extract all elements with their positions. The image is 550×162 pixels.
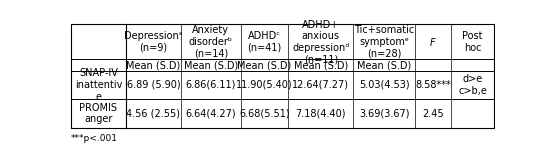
Text: 2.45: 2.45 — [422, 109, 444, 119]
Text: 12.64(7.27): 12.64(7.27) — [292, 80, 349, 90]
Text: SNAP-IV
inattentiv
e: SNAP-IV inattentiv e — [75, 68, 122, 102]
Text: 6.89 (5.90): 6.89 (5.90) — [126, 80, 180, 90]
Text: Mean (S.D): Mean (S.D) — [238, 60, 292, 70]
Text: Mean (S.D): Mean (S.D) — [357, 60, 411, 70]
Text: ADHDᶜ
(n=41): ADHDᶜ (n=41) — [248, 31, 282, 53]
Text: 7.18(4.40): 7.18(4.40) — [295, 109, 346, 119]
Text: d>e
c>b,e: d>e c>b,e — [458, 74, 487, 96]
Text: 6.64(4.27): 6.64(4.27) — [185, 109, 236, 119]
Text: ADHD+
anxious
depressionᵈ
(n=11): ADHD+ anxious depressionᵈ (n=11) — [292, 20, 349, 64]
Text: Mean (S.D): Mean (S.D) — [184, 60, 238, 70]
Text: ***p<.001: ***p<.001 — [71, 134, 118, 143]
Text: 5.03(4.53): 5.03(4.53) — [359, 80, 409, 90]
Text: 11.90(5.40): 11.90(5.40) — [236, 80, 293, 90]
Text: Mean (S.D): Mean (S.D) — [126, 60, 180, 70]
Text: Tic+somatic
symptomᵉ
(n=28): Tic+somatic symptomᵉ (n=28) — [354, 25, 414, 58]
Text: 6.86(6.11): 6.86(6.11) — [185, 80, 236, 90]
Text: Post
hoc: Post hoc — [463, 31, 483, 53]
Text: Anxiety
disorderᵇ
(n=14): Anxiety disorderᵇ (n=14) — [189, 25, 233, 58]
Text: 3.69(3.67): 3.69(3.67) — [359, 109, 409, 119]
Text: Mean (S.D): Mean (S.D) — [294, 60, 348, 70]
Text: 4.56 (2.55): 4.56 (2.55) — [126, 109, 180, 119]
Text: PROMIS
anger: PROMIS anger — [79, 103, 117, 124]
Text: 8.58***: 8.58*** — [415, 80, 451, 90]
Bar — [71, 24, 494, 128]
Text: $\it{F}$: $\it{F}$ — [430, 36, 437, 48]
Text: 6.68(5.51): 6.68(5.51) — [239, 109, 290, 119]
Text: Depressionᵃ
(n=9): Depressionᵃ (n=9) — [124, 31, 183, 53]
